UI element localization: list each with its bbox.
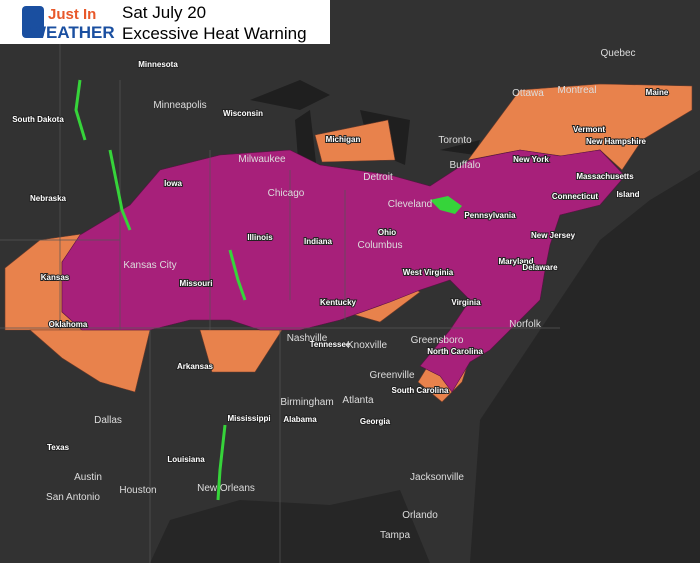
ocean (470, 170, 700, 563)
city-label: Birmingham (280, 397, 333, 408)
state-label: Pennsylvania (464, 211, 516, 220)
state-label: Iowa (164, 179, 182, 188)
state-label: Tennessee (310, 340, 351, 349)
state-label: Texas (47, 443, 70, 452)
state-label: Maryland (498, 257, 533, 266)
logo-top: Just In (48, 6, 96, 23)
city-label: Greenville (369, 370, 414, 381)
logo-bottom: WEATHER (30, 23, 115, 42)
city-label: Cleveland (388, 199, 432, 210)
state-label: Illinois (247, 233, 273, 242)
city-label: Detroit (363, 172, 393, 183)
state-label: Minnesota (138, 60, 178, 69)
city-label: Nashville (287, 333, 328, 344)
city-label: Greensboro (411, 335, 464, 346)
state-label: Oklahoma (49, 320, 88, 329)
city-label: Toronto (438, 135, 472, 146)
state-label: Michigan (326, 135, 361, 144)
gulf (150, 490, 430, 563)
city-label: Jacksonville (410, 472, 464, 483)
state-label: West Virginia (403, 268, 454, 277)
city-label: Milwaukee (238, 154, 286, 165)
city-label: San Antonio (46, 492, 100, 503)
state-label: Mississippi (227, 414, 270, 423)
city-label: Knoxville (347, 340, 387, 351)
city-label: Orlando (402, 510, 438, 521)
state-label: New Hampshire (586, 137, 647, 146)
state-label: Louisiana (167, 455, 205, 464)
city-label: Quebec (600, 48, 635, 59)
state-label: South Dakota (12, 115, 64, 124)
state-label: Georgia (360, 417, 391, 426)
state-label: Delaware (522, 263, 558, 272)
state-label: Virginia (451, 298, 481, 307)
city-label: Minneapolis (153, 100, 206, 111)
city-label: Norfolk (509, 319, 542, 330)
city-label: Montreal (558, 85, 597, 96)
title: Excessive Heat Warning (122, 24, 307, 43)
state-label: Kansas (41, 273, 70, 282)
header-box (0, 0, 330, 44)
state-label: Arkansas (177, 362, 214, 371)
flood-lines (74, 79, 247, 501)
state-label: Maine (646, 88, 669, 97)
flood-area (430, 196, 462, 214)
city-label: Houston (119, 485, 156, 496)
state-label: Missouri (180, 279, 213, 288)
logo-icon (22, 6, 44, 38)
city-label: New Orleans (197, 483, 255, 494)
state-label: North Carolina (427, 347, 483, 356)
date: Sat July 20 (122, 3, 206, 22)
state-label: Ohio (378, 228, 396, 237)
excessive-heat-warning-area (61, 149, 626, 393)
state-label: Wisconsin (223, 109, 263, 118)
city-label: Buffalo (450, 160, 481, 171)
state-label: Alabama (283, 415, 317, 424)
state-label: Island (616, 190, 639, 199)
state-label: New York (513, 155, 549, 164)
state-label: Indiana (304, 237, 333, 246)
city-label: Columbus (357, 240, 402, 251)
state-label: Kentucky (320, 298, 357, 307)
state-label: New Jersey (531, 231, 576, 240)
city-label: Atlanta (342, 395, 374, 406)
state-label: South Carolina (392, 386, 449, 395)
city-label: Kansas City (123, 260, 176, 271)
city-label: Austin (74, 472, 102, 483)
state-label: Connecticut (552, 192, 599, 201)
state-label: Nebraska (30, 194, 67, 203)
city-label: Chicago (268, 188, 305, 199)
state-label: Vermont (573, 125, 605, 134)
city-label: Dallas (94, 415, 122, 426)
state-label: Massachusetts (576, 172, 634, 181)
city-label: Tampa (380, 530, 410, 541)
city-label: Ottawa (512, 88, 544, 99)
